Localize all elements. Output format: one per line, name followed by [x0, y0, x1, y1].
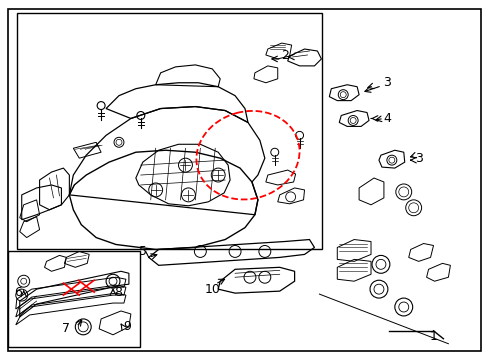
Text: 1: 1 — [429, 330, 437, 343]
Bar — [17, 13, 322, 249]
Text: 10: 10 — [204, 283, 220, 296]
Text: 5: 5 — [139, 245, 146, 258]
Text: 7: 7 — [62, 322, 70, 336]
Bar — [8, 251, 140, 347]
Text: 3: 3 — [414, 152, 422, 165]
Text: 3: 3 — [382, 76, 390, 89]
Text: 8: 8 — [114, 285, 122, 299]
Text: 2: 2 — [280, 49, 288, 63]
Text: 6: 6 — [14, 285, 21, 299]
Text: 4: 4 — [382, 112, 390, 125]
Text: 9: 9 — [122, 320, 131, 333]
